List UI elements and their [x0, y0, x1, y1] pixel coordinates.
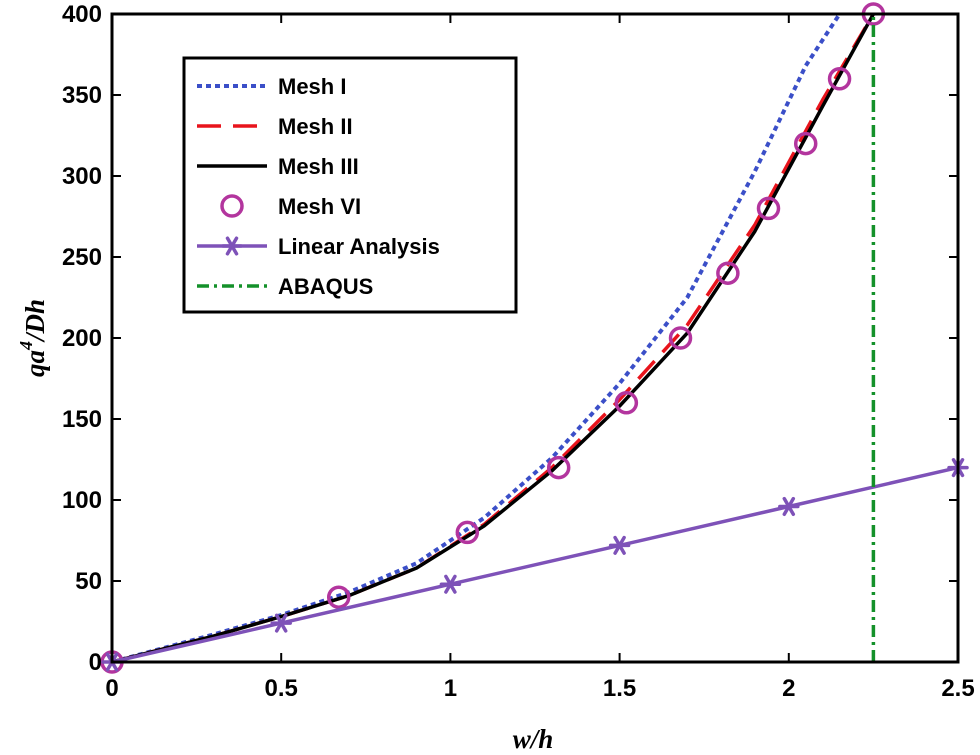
- legend-label-linear-analysis: Linear Analysis: [278, 234, 440, 259]
- series-line-linear-analysis: [111, 465, 959, 664]
- legend-label-abaqus: ABAQUS: [278, 274, 373, 299]
- y-tick-label: 250: [62, 244, 102, 271]
- data-point-linear-analysis-stroke: [444, 574, 457, 594]
- y-tick-label: 400: [62, 1, 102, 28]
- legend-entries: Mesh I Mesh II Mesh III Mesh VI Linear Analy…: [197, 74, 440, 299]
- data-point-mesh-vi: [614, 391, 639, 415]
- series-mesh-vi: [100, 2, 886, 674]
- data-point-mesh-vi: [827, 67, 852, 91]
- data-point-linear-analysis: [270, 613, 292, 633]
- data-point-linear-analysis-stroke: [613, 535, 626, 555]
- legend-entry-mesh-vi: Mesh VI: [220, 194, 361, 219]
- legend-label-mesh-iii: Mesh III: [278, 154, 359, 179]
- x-tick-label: 2: [782, 675, 795, 702]
- legend-entry-mesh-i: Mesh I: [197, 74, 346, 99]
- data-point-linear-analysis: [439, 574, 462, 594]
- legend-entry-mesh-iii: Mesh III: [197, 154, 359, 179]
- tick-layer: 0 0.5 1 1.5 2 2.5 0 50 100 150 200 250 300 350 400: [62, 1, 975, 702]
- data-point-mesh-vi: [668, 326, 693, 350]
- y-tick-label: 300: [62, 163, 102, 190]
- legend-label-mesh-i: Mesh I: [278, 74, 346, 99]
- y-tick-label: 200: [62, 325, 102, 352]
- y-axis-title-rest: /Dh: [20, 299, 50, 343]
- data-point-mesh-vi: [793, 131, 818, 156]
- data-point-mesh-vi: [756, 196, 781, 221]
- data-point-mesh-vi: [326, 585, 351, 609]
- y-axis-title-sup: 4: [16, 341, 36, 351]
- legend-entry-linear-analysis: Linear Analysis: [197, 234, 440, 259]
- y-tick-label: 100: [62, 487, 102, 514]
- y-tick-label: 350: [62, 82, 102, 109]
- y-tick-label: 50: [75, 568, 102, 595]
- data-point-linear-analysis: [778, 496, 800, 517]
- legend-marker-mesh-vi: [220, 194, 244, 218]
- legend-label-mesh-ii: Mesh II: [278, 114, 353, 139]
- y-tick-label: 150: [62, 406, 102, 433]
- legend-label-mesh-vi: Mesh VI: [278, 194, 361, 219]
- x-tick-label: 1.5: [603, 675, 636, 702]
- legend-entry-mesh-ii: Mesh II: [197, 114, 353, 139]
- legend: Mesh I Mesh II Mesh III Mesh VI Linear Analy…: [182, 56, 518, 314]
- legend-marker-linear-analysis-stroke: [225, 236, 239, 256]
- series-line-mesh-iii: [111, 13, 875, 664]
- legend-entry-abaqus: ABAQUS: [197, 274, 373, 299]
- data-point-mesh-vi: [455, 520, 480, 545]
- data-point-mesh-vi: [546, 455, 571, 480]
- y-axis-title-base: qa: [20, 350, 50, 377]
- y-axis-title: qa4/Dh: [16, 299, 50, 377]
- x-tick-label: 0.5: [265, 675, 298, 702]
- data-point-linear-analysis: [608, 535, 631, 555]
- x-tick-label: 1: [444, 675, 457, 702]
- legend-marker-linear-analysis: [221, 236, 243, 256]
- data-point-linear-analysis-stroke: [274, 613, 288, 633]
- series-mesh-iii: [111, 13, 875, 664]
- x-tick-label: 0: [105, 675, 118, 702]
- data-point-mesh-vi: [716, 261, 740, 285]
- data-point-linear-analysis-stroke: [782, 496, 796, 517]
- x-tick-label: 2.5: [941, 675, 974, 702]
- y-tick-label: 0: [89, 649, 102, 676]
- legend-box: [182, 56, 518, 314]
- x-axis-title: w/h: [513, 724, 554, 754]
